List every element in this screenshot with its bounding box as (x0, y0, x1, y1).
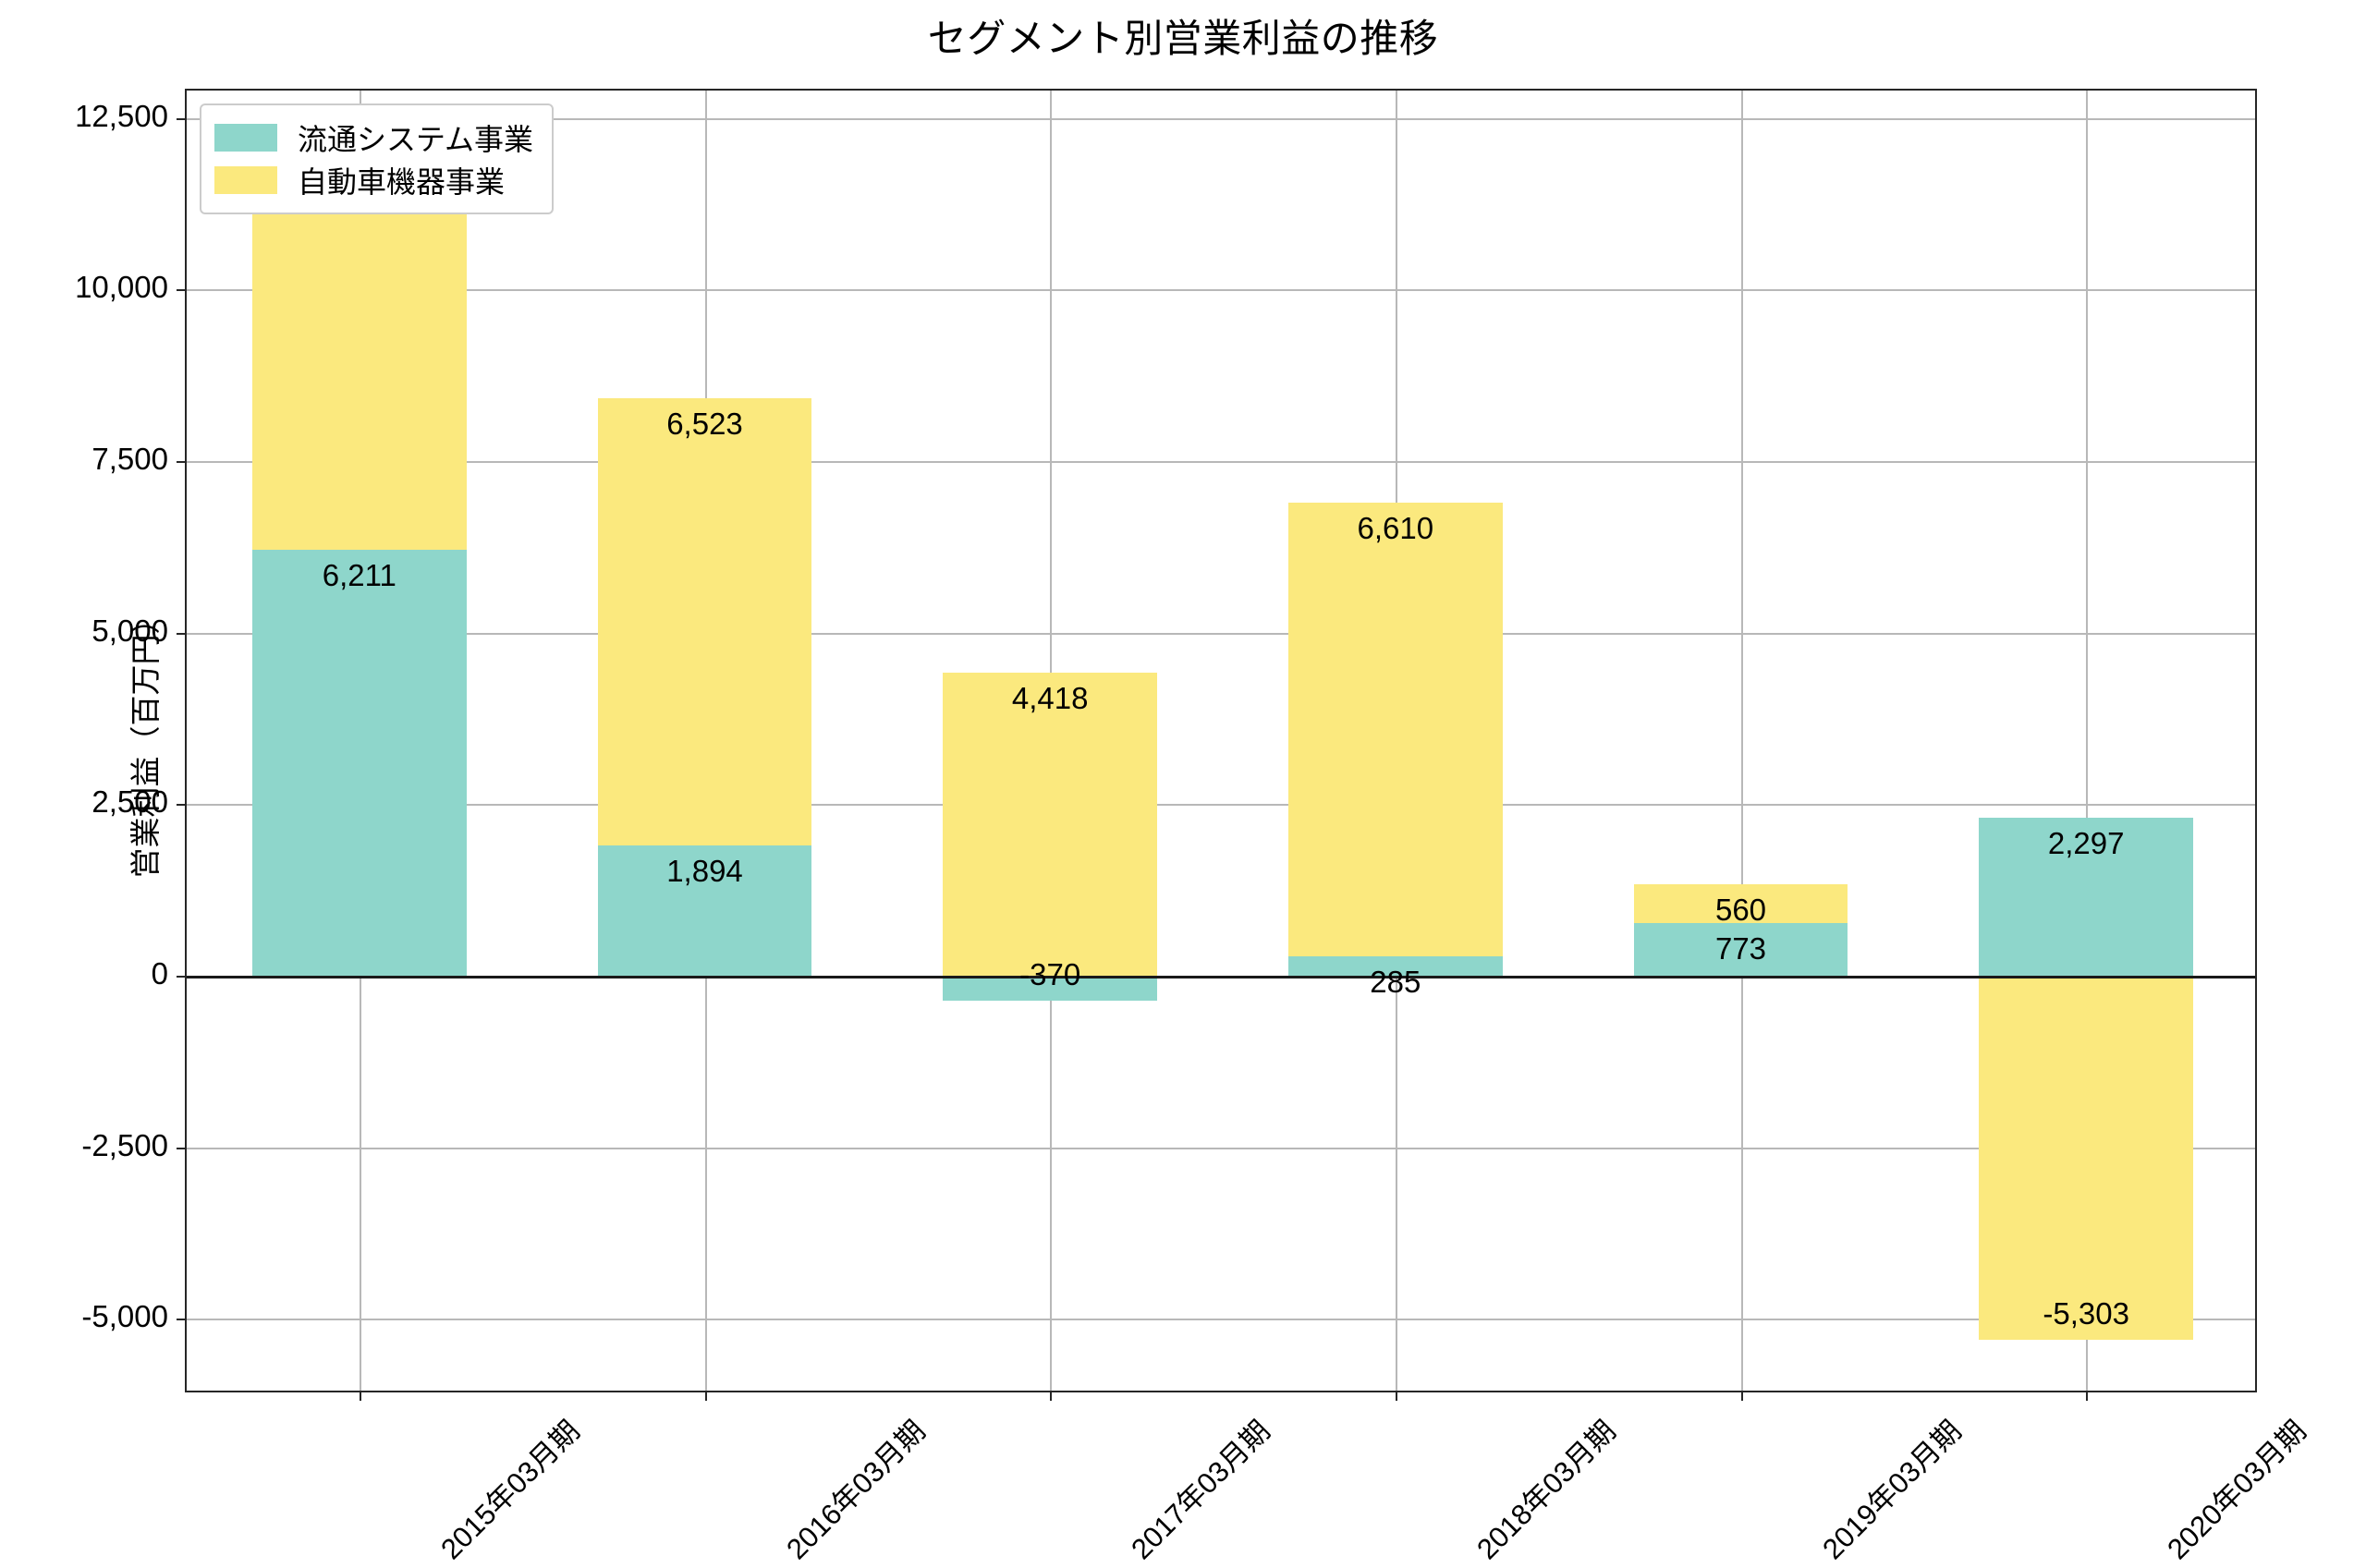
y-tick-mark (177, 1147, 187, 1149)
bar-value-label: -5,303 (2043, 1295, 2129, 1331)
y-tick-mark (177, 461, 187, 464)
legend-swatch-ryutsu (214, 124, 277, 152)
y-gridline (187, 461, 2255, 464)
bar-segment[interactable] (1633, 884, 1848, 923)
y-tick-mark (177, 804, 187, 807)
y-tick-mark (177, 1319, 187, 1321)
bar-value-label: 285 (1370, 964, 1421, 999)
legend-label-ryutsu: 流通システム事業 (298, 123, 534, 156)
y-tick-label: -2,500 (81, 1127, 168, 1162)
y-tick-label: -5,000 (81, 1299, 168, 1334)
bar-value-label: 6,211 (322, 557, 396, 592)
x-tick-mark (1050, 1391, 1053, 1401)
bar-value-label: -370 (1019, 957, 1081, 992)
y-tick-label: 2,500 (91, 784, 168, 820)
bar-value-label: 6,610 (1357, 510, 1434, 545)
bar-segment[interactable] (251, 167, 467, 550)
y-tick-label: 10,000 (75, 270, 168, 305)
y-gridline (187, 1147, 2255, 1149)
x-tick-label: 2019年03月期 (1815, 1414, 1968, 1566)
x-tick-mark (1395, 1391, 1397, 1401)
y-gridline (187, 632, 2255, 635)
chart-legend: 流通システム事業 自動車機器事業 (200, 103, 555, 214)
bar-value-label: 1,894 (666, 854, 743, 889)
bar-value-label: 560 (1714, 893, 1767, 927)
x-tick-label: 2015年03月期 (434, 1414, 586, 1566)
y-tick-label: 7,500 (91, 442, 168, 477)
bar-segment[interactable] (1979, 975, 2193, 1340)
y-gridline (187, 1319, 2255, 1321)
bar-segment[interactable] (943, 672, 1157, 976)
x-tick-mark (359, 1391, 361, 1401)
y-gridline (187, 804, 2255, 807)
x-tick-mark (704, 1391, 707, 1401)
x-tick-label: 2017年03月期 (1125, 1414, 1277, 1566)
plot-area: 営業利益（百万円） 流通システム事業 自動車機器事業 6,211 1,894 6,5… (128, 89, 2257, 1401)
y-tick-mark (177, 632, 187, 635)
x-tick-label: 2020年03月期 (2161, 1414, 2313, 1566)
y-tick-label: 0 (151, 955, 168, 991)
bar-segment[interactable] (1287, 502, 1503, 956)
legend-label-jidosha: 自動車機器事業 (298, 165, 506, 199)
bar-value-label: 6,523 (666, 406, 743, 441)
y-tick-mark (177, 289, 187, 292)
bar-segment[interactable] (1633, 922, 1848, 976)
legend-item-1[interactable]: 自動車機器事業 (214, 159, 533, 201)
legend-swatch-jidosha (214, 166, 277, 194)
zero-baseline (187, 975, 2255, 978)
bar-value-label: 773 (1714, 930, 1767, 966)
x-gridline (2086, 91, 2089, 1391)
legend-item-0[interactable]: 流通システム事業 (214, 116, 533, 159)
y-tick-mark (177, 975, 187, 978)
x-tick-mark (2086, 1391, 2089, 1401)
bar-segment[interactable] (1287, 955, 1503, 976)
y-tick-label: 12,500 (75, 98, 168, 133)
chart-title: セグメント別営業利益の推移 (927, 17, 1439, 60)
x-tick-label: 2016年03月期 (779, 1414, 932, 1566)
y-tick-label: 5,000 (91, 613, 168, 648)
x-tick-mark (1740, 1391, 1743, 1401)
bar-segment[interactable] (597, 397, 812, 846)
bar-segment[interactable] (943, 975, 1157, 1002)
y-gridline (187, 117, 2255, 120)
x-gridline (1740, 91, 1743, 1391)
y-gridline (187, 289, 2255, 292)
bar-value-label: 4,418 (1011, 680, 1089, 715)
bar-segment[interactable] (251, 549, 467, 976)
y-tick-mark (177, 117, 187, 120)
bar-segment[interactable] (597, 845, 812, 976)
bar-segment[interactable] (1979, 818, 2193, 976)
x-tick-label: 2018年03月期 (1470, 1414, 1622, 1566)
bar-value-label: 2,297 (2047, 826, 2125, 861)
